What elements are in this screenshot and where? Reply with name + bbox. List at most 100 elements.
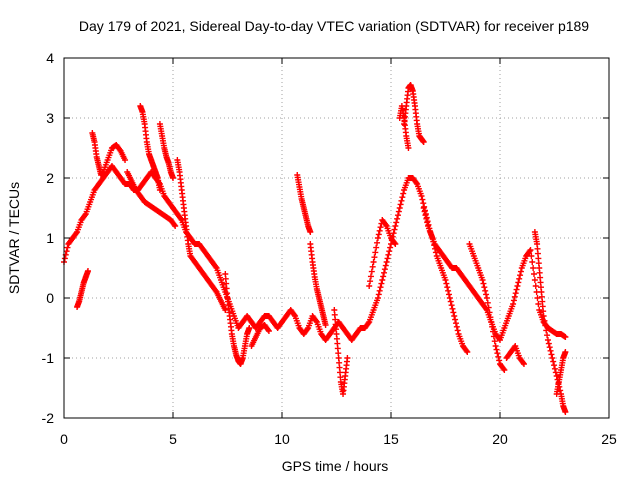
data-point xyxy=(442,277,449,283)
data-point xyxy=(562,409,569,415)
data-point xyxy=(520,361,527,367)
data-point xyxy=(322,322,329,328)
data-point xyxy=(291,311,298,318)
data-point xyxy=(491,338,498,345)
data-point xyxy=(171,221,178,228)
data-point xyxy=(496,357,503,364)
data-point xyxy=(374,295,381,301)
data-point xyxy=(531,271,538,277)
data-point xyxy=(453,323,460,330)
data-point xyxy=(482,287,489,294)
data-point xyxy=(430,238,437,245)
data-point xyxy=(446,295,453,301)
data-point xyxy=(413,179,420,186)
data-point xyxy=(384,255,391,262)
data-point xyxy=(420,205,427,211)
data-point xyxy=(73,230,80,237)
data-point xyxy=(449,305,456,312)
data-point xyxy=(454,327,461,334)
data-point xyxy=(375,291,382,298)
data-point xyxy=(526,248,533,255)
data-point xyxy=(375,231,382,238)
data-point xyxy=(479,277,486,283)
data-point xyxy=(488,319,495,325)
data-point xyxy=(452,316,459,323)
data-point xyxy=(543,327,550,334)
data-point xyxy=(494,350,501,357)
data-point xyxy=(443,280,450,287)
data-point xyxy=(374,235,381,241)
data-point xyxy=(444,284,451,291)
data-point xyxy=(445,291,452,298)
data-point xyxy=(392,241,399,247)
y-tick-label: 2 xyxy=(46,170,54,186)
data-point xyxy=(551,362,558,369)
data-point xyxy=(381,269,388,276)
x-tick-label: 10 xyxy=(274,431,290,447)
data-point xyxy=(367,273,374,280)
data-point xyxy=(452,320,459,327)
y-tick-label: -2 xyxy=(42,410,55,426)
data-point xyxy=(432,245,439,252)
data-point xyxy=(372,249,379,256)
data-point xyxy=(391,226,398,233)
data-point xyxy=(484,299,491,306)
data-point xyxy=(463,347,470,354)
data-point xyxy=(371,254,378,261)
data-point xyxy=(513,286,520,293)
data-point xyxy=(122,157,129,163)
data-point xyxy=(542,322,549,329)
data-point xyxy=(385,251,392,258)
data-point xyxy=(378,280,385,287)
data-point xyxy=(493,346,500,353)
data-point xyxy=(377,224,384,231)
data-point xyxy=(307,229,314,235)
data-point xyxy=(365,320,372,327)
data-point xyxy=(562,334,569,340)
data-point xyxy=(544,332,551,339)
data-point xyxy=(547,347,554,354)
data-point xyxy=(212,263,219,270)
y-tick-label: 3 xyxy=(46,110,54,126)
data-point xyxy=(344,355,351,361)
data-point xyxy=(405,145,412,151)
data-point xyxy=(528,253,535,259)
data-point xyxy=(490,333,497,340)
data-point xyxy=(481,284,488,291)
data-point xyxy=(222,307,229,313)
data-point xyxy=(420,139,427,145)
data-point xyxy=(447,298,454,305)
x-tick-label: 5 xyxy=(169,431,177,447)
data-point xyxy=(515,279,522,286)
x-tick-label: 25 xyxy=(601,431,617,447)
data-point xyxy=(546,344,553,351)
data-point xyxy=(517,268,524,275)
data-point xyxy=(170,175,176,181)
data-point xyxy=(382,221,389,228)
data-point xyxy=(376,287,383,294)
data-point xyxy=(548,351,555,358)
data-point xyxy=(550,358,557,365)
data-point xyxy=(541,317,548,324)
y-axis-label: SDTVAR / TECUs xyxy=(6,182,22,294)
data-point xyxy=(516,275,523,282)
y-tick-label: 1 xyxy=(46,230,54,246)
data-point xyxy=(397,201,404,208)
data-point xyxy=(480,280,487,287)
grid-layer xyxy=(64,58,609,418)
data-point xyxy=(246,325,253,331)
axis-ticks: 0 5 10 15 20 25 -2 -1 0 1 2 3 4 xyxy=(42,50,617,447)
data-point xyxy=(395,208,402,215)
series-sdtvar xyxy=(61,82,569,415)
x-tick-label: 15 xyxy=(383,431,399,447)
data-point xyxy=(84,268,91,274)
chart-title: Day 179 of 2021, Sidereal Day-to-day VTE… xyxy=(79,18,589,34)
data-point xyxy=(265,328,272,334)
data-point xyxy=(545,340,552,347)
data-point xyxy=(382,262,389,269)
data-point xyxy=(464,349,471,355)
data-point xyxy=(265,326,272,333)
data-point xyxy=(376,227,383,234)
data-point xyxy=(531,277,538,283)
data-point xyxy=(431,242,438,249)
